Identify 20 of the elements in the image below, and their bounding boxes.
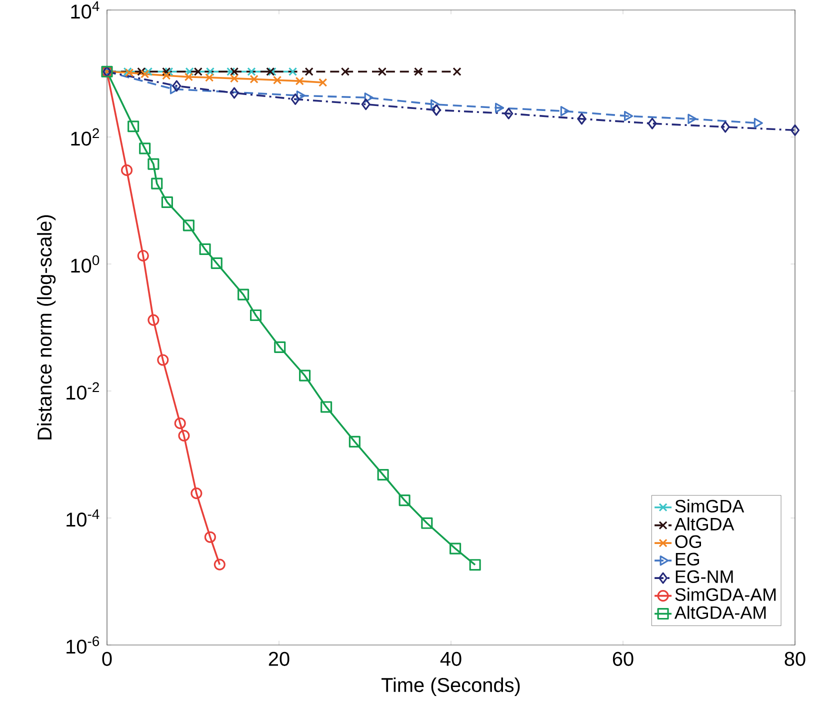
y-tick-label: 10$^{-4}$	[66, 509, 100, 527]
legend-label: AltGDA-AM	[674, 606, 766, 619]
legend-label: SimGDA-AM	[675, 588, 776, 601]
x-tick-label: 40	[440, 652, 462, 666]
y-tick-label: 10$^{-6}$	[66, 636, 100, 654]
legend-label: AltGDA	[674, 517, 734, 530]
y-tick-label: 10$^{2}$	[71, 128, 99, 146]
y-axis-title: Distance norm (log-scale)	[37, 215, 56, 440]
y-tick-label: 10$^{4}$	[71, 1, 100, 19]
y-tick-label: 10$^{-2}$	[66, 382, 99, 400]
x-tick-label: 60	[612, 652, 634, 666]
x-tick-label: 20	[268, 652, 290, 666]
legend-label: OG	[675, 535, 702, 548]
x-axis-title: Time (Seconds)	[382, 677, 520, 696]
legend-label: EG	[676, 552, 700, 566]
y-tick-label: 10$^{0}$	[71, 255, 100, 273]
x-tick-label: 80	[784, 652, 806, 666]
x-tick-label: 0	[102, 652, 112, 666]
legend-label: SimGDA	[675, 499, 744, 513]
legend-label: EG-NM	[676, 570, 733, 584]
